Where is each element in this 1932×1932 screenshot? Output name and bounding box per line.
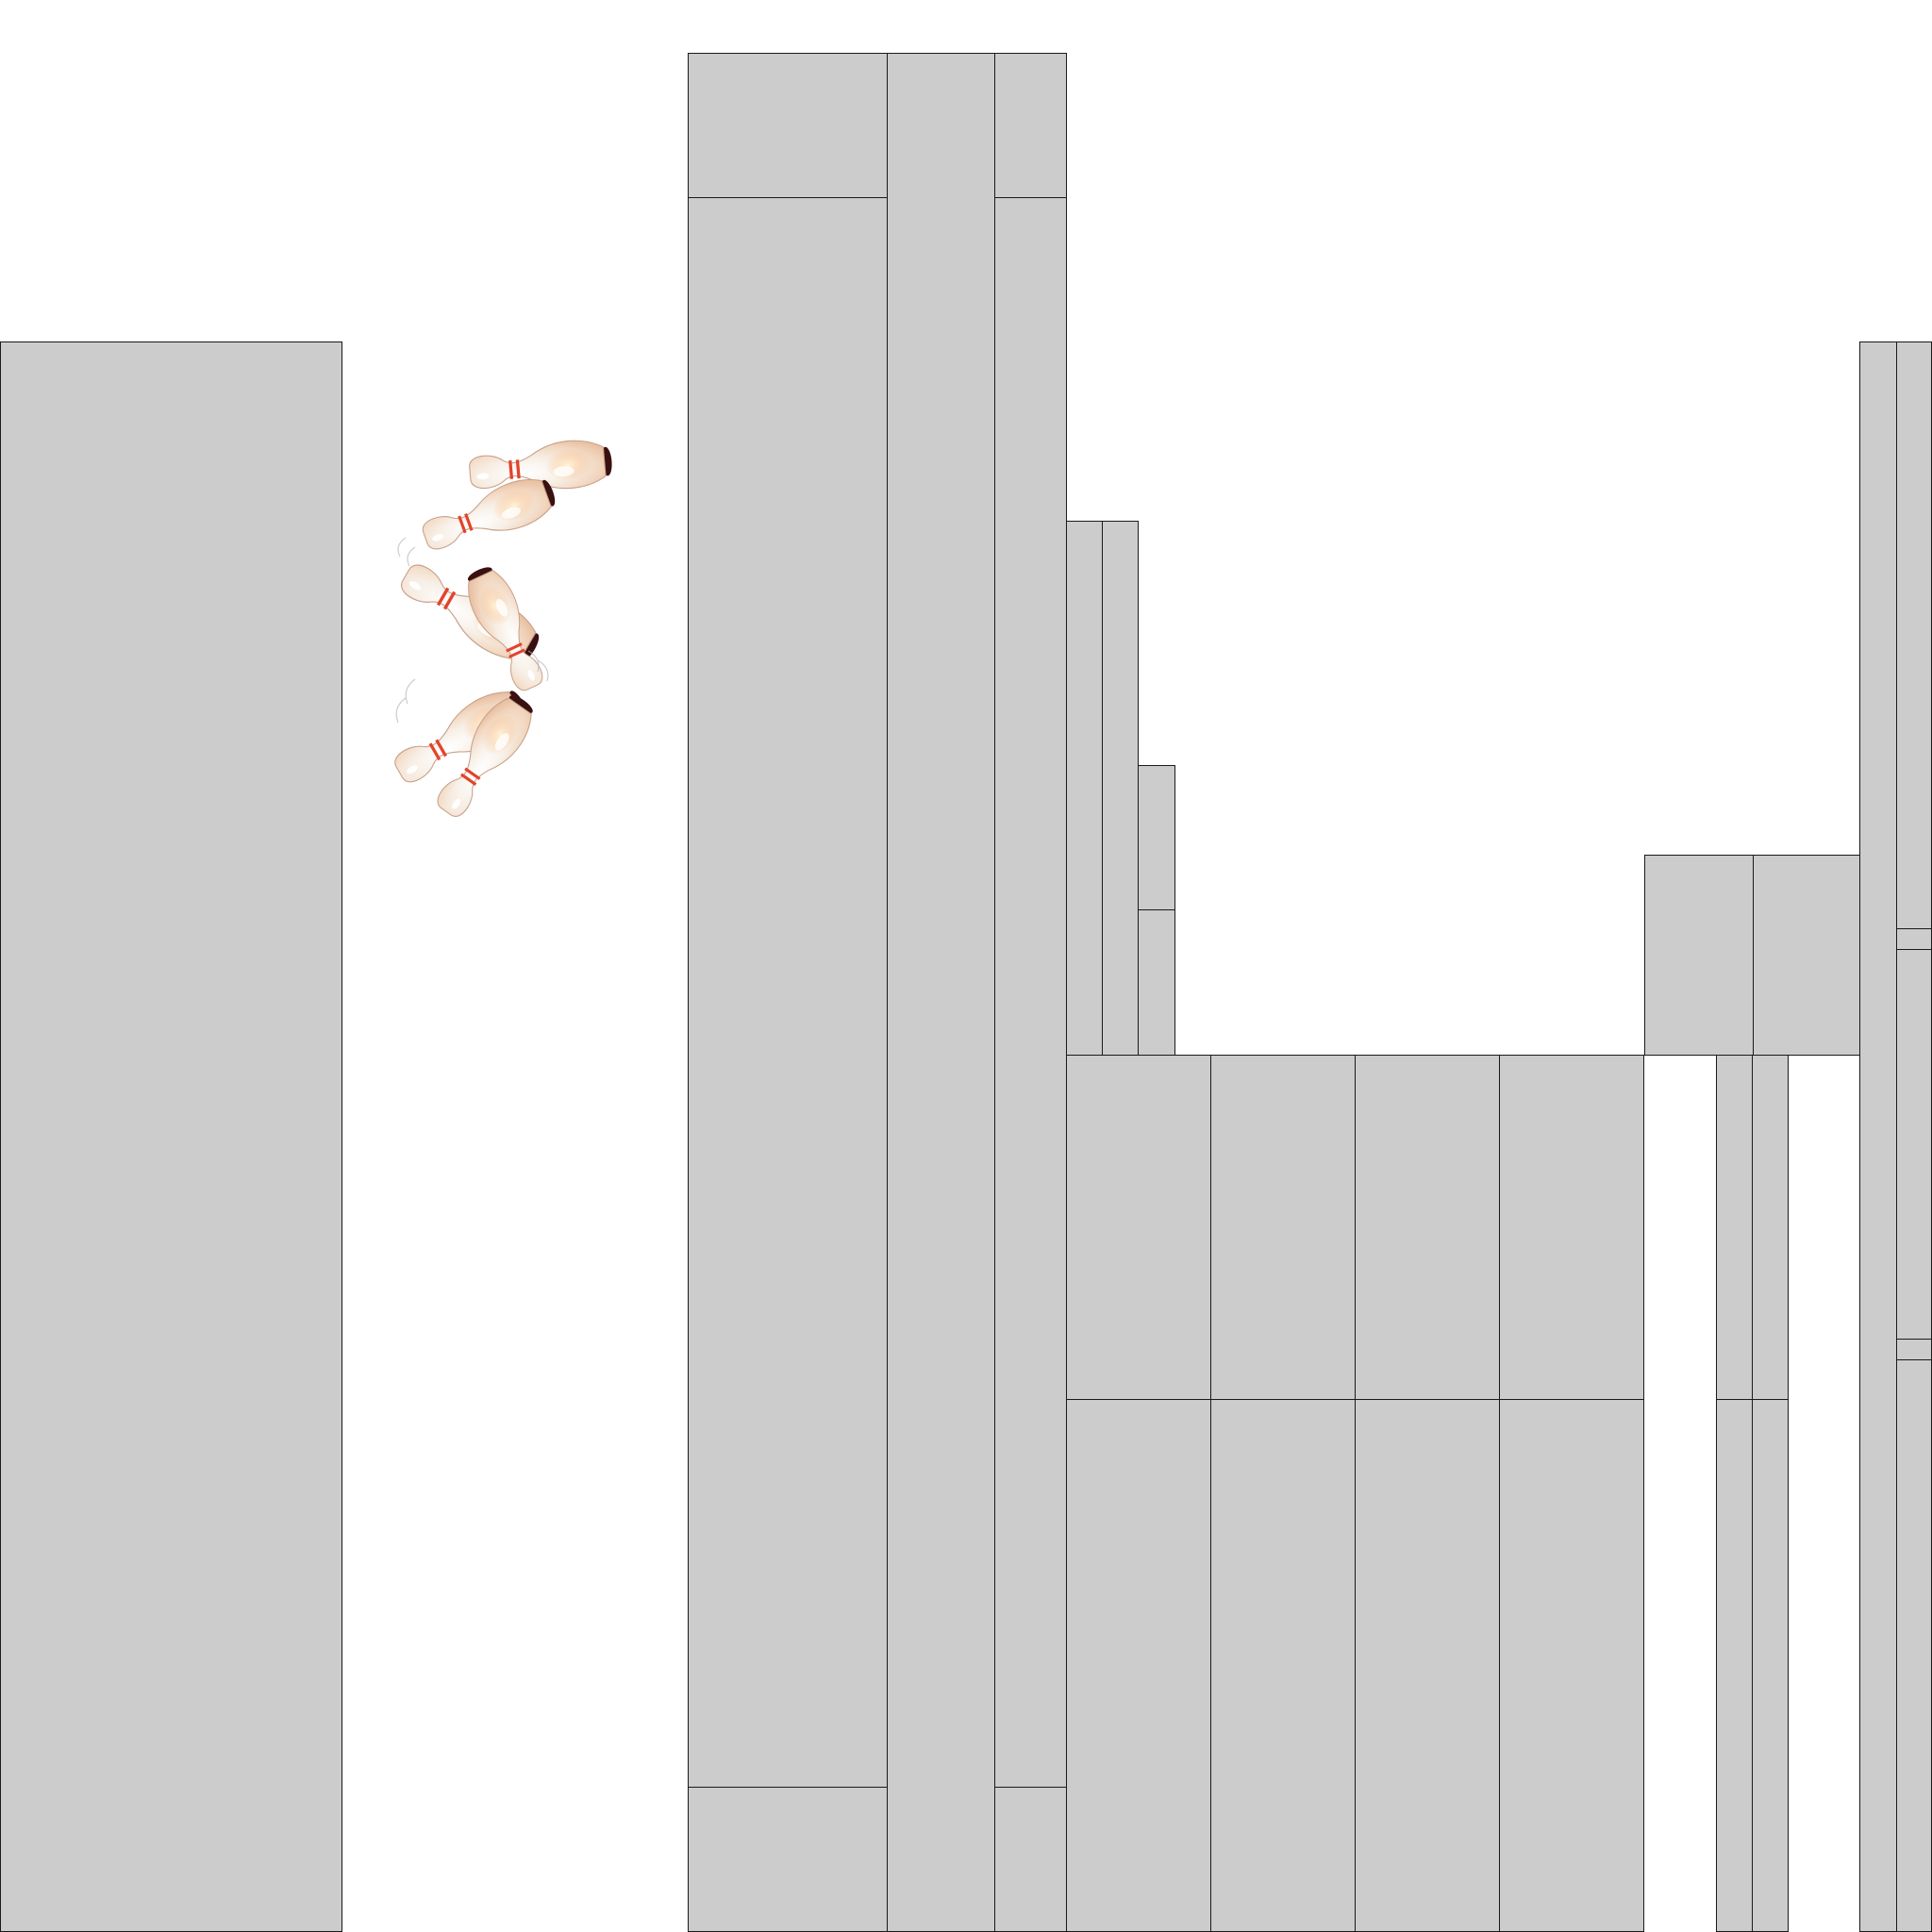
block	[688, 197, 888, 1788]
block	[1752, 1399, 1789, 1932]
block	[1138, 765, 1175, 910]
block	[1102, 521, 1139, 1056]
block	[0, 341, 342, 1932]
block	[1644, 855, 1754, 1056]
block	[688, 1787, 888, 1932]
block	[1499, 1055, 1644, 1400]
block	[1138, 909, 1175, 1056]
block	[1499, 1399, 1644, 1932]
block	[1355, 1399, 1500, 1932]
block	[1716, 1399, 1753, 1932]
block	[887, 53, 995, 1932]
block	[1066, 521, 1103, 1056]
block	[1752, 1055, 1789, 1400]
block	[994, 53, 1067, 198]
block	[1896, 341, 1932, 929]
block	[1896, 1339, 1932, 1360]
block	[688, 53, 888, 198]
block	[1896, 928, 1932, 950]
block	[994, 197, 1067, 1788]
block	[1753, 855, 1861, 1056]
block	[1355, 1055, 1500, 1400]
block	[1716, 1055, 1753, 1400]
block	[1896, 949, 1932, 1340]
block	[1896, 1359, 1932, 1932]
block	[1066, 1055, 1211, 1400]
block	[1210, 1399, 1356, 1932]
block	[1859, 341, 1897, 1932]
bowling-pins-icon	[387, 437, 615, 825]
block	[994, 1787, 1067, 1932]
block	[1066, 1399, 1211, 1932]
block	[1210, 1055, 1356, 1400]
motion-lines	[395, 537, 549, 724]
